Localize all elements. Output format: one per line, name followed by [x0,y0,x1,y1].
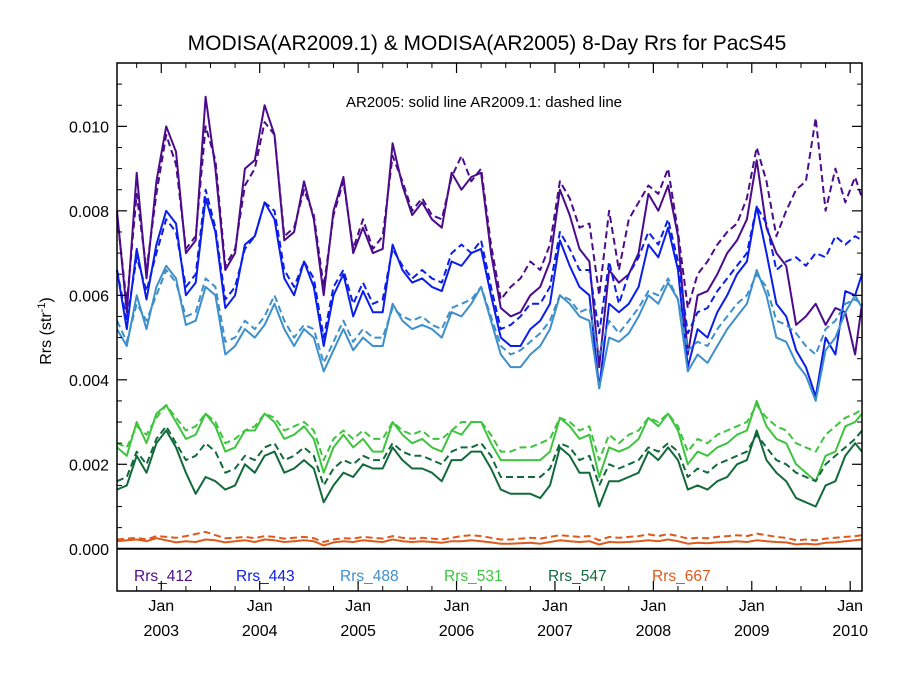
x-tick-label-year: 2006 [439,623,475,640]
axis-ticks: 0.000 0.002 0.004 0.006 0.008 0.010 Jan 2003 Jan… [69,63,868,640]
y-tick-label: 0.000 [69,542,109,559]
y-tick-label: 0.010 [69,119,109,136]
legend-item-rrs-488: Rrs_488 [340,568,399,585]
x-tick-label-year: 2003 [143,623,179,640]
series-line-rrs-412-ar2009-dashed [116,116,863,309]
plot-frame [116,62,863,592]
legend-item-rrs-531: Rrs_531 [444,568,503,585]
legend-item-rrs-667: Rrs_667 [652,568,711,585]
legend-item-rrs-443: Rrs_443 [236,568,295,585]
x-tick-label-year: 2009 [734,623,770,640]
series-lines [116,95,863,547]
series-line-rrs-412-ar2005-solid [116,95,863,369]
series-line-rrs-667-ar2005-solid [116,537,863,547]
y-tick-label: 0.002 [69,457,109,474]
x-tick-label-month: Jan [640,598,666,615]
y-tick-label: 0.008 [69,204,109,221]
x-tick-label-year: 2008 [636,623,672,640]
y-axis-label: Rrs (str-1) [36,297,55,365]
x-tick-label-month: Jan [247,598,273,615]
axes [116,62,863,592]
series-line-rrs-443-ar2005-solid [116,197,863,398]
series-line-rrs-488-ar2005-solid [116,264,863,402]
x-tick-label-month: Jan [148,598,174,615]
x-tick-label-year: 2010 [832,623,868,640]
x-tick-label-year: 2007 [537,623,573,640]
y-axis-label-main: Rrs (str [38,312,55,365]
legend: Rrs_412 Rrs_443 Rrs_488 Rrs_531 Rrs_547 Rrs_6… [134,568,711,585]
legend-item-rrs-547: Rrs_547 [548,568,607,585]
x-tick-label-month: Jan [345,598,371,615]
legend-item-rrs-412: Rrs_412 [134,568,193,585]
line-style-annotation: AR2005: solid line AR2009.1: dashed line [346,94,622,111]
series-line-rrs-667-ar2009-dashed [116,530,863,543]
y-axis-label-exponent: -1 [36,303,48,313]
series-line-rrs-531-ar2009-dashed [116,404,863,462]
x-tick-label-month: Jan [837,598,863,615]
y-axis-label-close: ) [38,297,55,302]
series-line-rrs-547-ar2005-solid [116,429,863,508]
y-tick-label: 0.006 [69,288,109,305]
chart-title: MODISA(AR2009.1) & MODISA(AR2005) 8-Day … [188,32,787,55]
x-tick-label-month: Jan [444,598,470,615]
x-tick-label-month: Jan [542,598,568,615]
x-tick-label-year: 2005 [340,623,376,640]
series-line-rrs-531-ar2005-solid [116,399,863,483]
series-line-rrs-488-ar2009-dashed [116,269,863,364]
y-tick-label: 0.004 [69,373,109,390]
x-tick-label-month: Jan [739,598,765,615]
x-tick-label-year: 2004 [242,623,278,640]
series-line-rrs-547-ar2009-dashed [116,425,863,487]
